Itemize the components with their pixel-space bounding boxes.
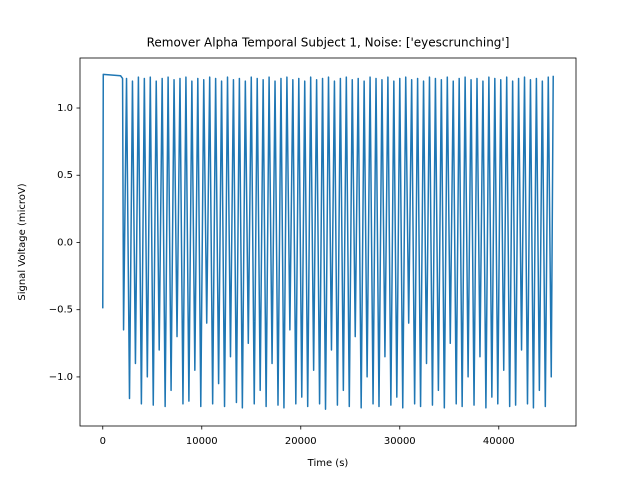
x-tick-label: 0: [100, 436, 106, 447]
y-tick-label: 1.0: [57, 103, 73, 114]
y-tick-label: −1.0: [49, 372, 73, 383]
y-tick-label: −0.5: [49, 305, 73, 316]
x-tick-label: 40000: [483, 436, 515, 447]
y-tick-label: 0.0: [57, 237, 73, 248]
series-line: [102, 73, 554, 410]
y-tick-label: 0.5: [57, 170, 73, 181]
chart-title: Remover Alpha Temporal Subject 1, Noise:…: [147, 36, 510, 50]
x-tick-label: 30000: [384, 436, 416, 447]
x-axis-label: Time (s): [307, 458, 349, 469]
x-tick-label: 10000: [186, 436, 218, 447]
plot-frame: [79, 57, 577, 427]
y-axis-label: Signal Voltage (microV): [17, 183, 28, 300]
x-tick-label: 20000: [285, 436, 317, 447]
